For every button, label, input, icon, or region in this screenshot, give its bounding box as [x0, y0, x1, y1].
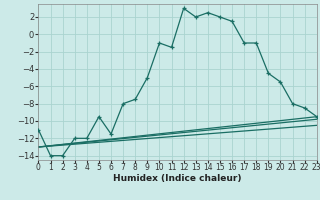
- X-axis label: Humidex (Indice chaleur): Humidex (Indice chaleur): [113, 174, 242, 183]
